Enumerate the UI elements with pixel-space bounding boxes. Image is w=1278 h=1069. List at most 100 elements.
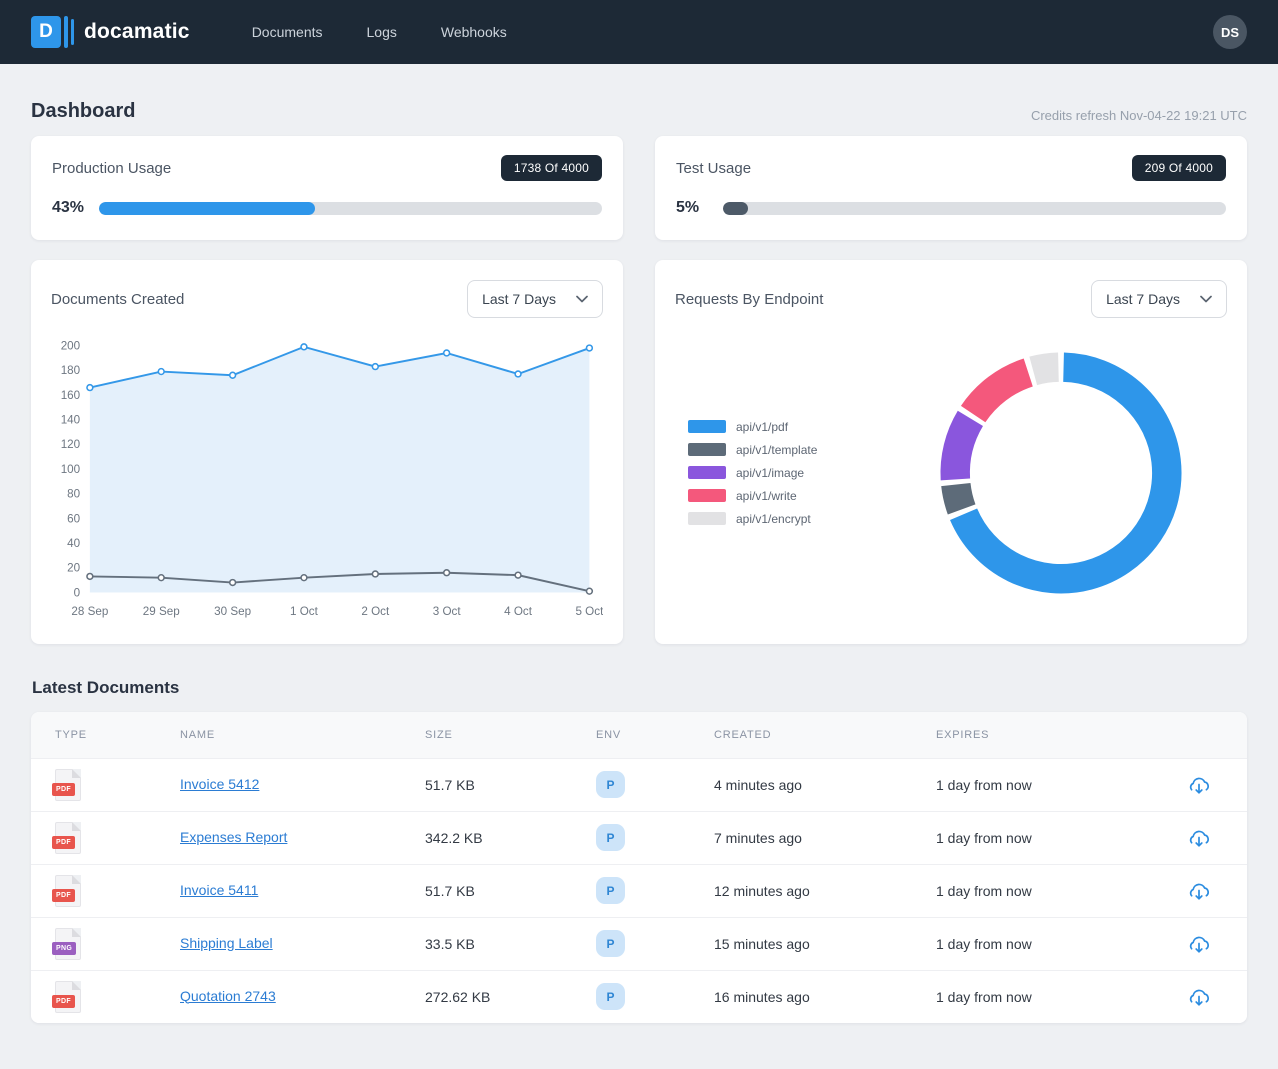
document-created: 4 minutes ago — [714, 776, 802, 793]
test-usage-card: Test Usage 209 Of 4000 5% — [655, 136, 1247, 240]
nav-item-webhooks[interactable]: Webhooks — [440, 24, 507, 40]
nav-item-documents[interactable]: Documents — [251, 24, 323, 40]
test-progress-fill — [723, 201, 749, 215]
svg-text:3 Oct: 3 Oct — [433, 605, 462, 618]
production-usage-badge: 1738 Of 4000 — [500, 155, 602, 181]
donut-chart-svg — [940, 352, 1182, 594]
svg-text:100: 100 — [61, 463, 81, 476]
range-select-value: Last 7 Days — [482, 291, 556, 307]
documents-created-range-select[interactable]: Last 7 Days — [467, 280, 603, 318]
brand[interactable]: D docamatic — [31, 16, 190, 48]
donut-segment-image[interactable] — [940, 410, 984, 481]
download-button[interactable] — [1186, 825, 1212, 851]
svg-text:200: 200 — [61, 339, 81, 352]
documents-created-card: Documents Created Last 7 Days 0 20 40 60 80 1… — [31, 260, 623, 644]
svg-text:4 Oct: 4 Oct — [504, 605, 533, 618]
docamatic-logo-icon: D — [31, 16, 74, 48]
legend-label: api/v1/image — [736, 465, 805, 480]
column-header-type: TYPE — [55, 728, 87, 741]
legend-swatch — [688, 489, 726, 503]
document-link[interactable]: Invoice 5411 — [180, 881, 259, 898]
download-button[interactable] — [1186, 878, 1212, 904]
column-header-created: CREATED — [714, 728, 772, 741]
production-usage-card: Production Usage 1738 Of 4000 43% — [31, 136, 623, 240]
download-button[interactable] — [1186, 984, 1212, 1010]
svg-text:120: 120 — [61, 438, 81, 451]
file-type-icon: PNG — [52, 927, 81, 960]
document-expires: 1 day from now — [936, 935, 1032, 952]
legend-swatch — [688, 466, 726, 480]
latest-documents-title: Latest Documents — [32, 677, 180, 697]
document-expires: 1 day from now — [936, 988, 1032, 1005]
env-badge: P — [596, 983, 625, 1011]
legend-item: api/v1/pdf — [688, 420, 817, 434]
donut-legend: api/v1/pdf api/v1/template api/v1/image api… — [688, 420, 817, 526]
svg-text:40: 40 — [67, 537, 80, 550]
navbar: D docamatic Documents Logs Webhooks DS — [0, 0, 1278, 64]
document-link[interactable]: Expenses Report — [180, 828, 288, 845]
usage-cards-row: Production Usage 1738 Of 4000 43% Test U… — [31, 136, 1247, 240]
document-link[interactable]: Quotation 2743 — [180, 987, 276, 1004]
svg-text:5 Oct: 5 Oct — [575, 605, 603, 618]
svg-text:29 Sep: 29 Sep — [143, 605, 180, 618]
credits-refresh-text: Credits refresh Nov-04-22 19:21 UTC — [1030, 108, 1247, 123]
svg-text:140: 140 — [61, 414, 81, 427]
download-cloud-icon — [1189, 989, 1209, 1006]
document-expires: 1 day from now — [936, 882, 1032, 899]
nav-item-logs[interactable]: Logs — [366, 24, 397, 40]
page-title: Dashboard — [31, 100, 136, 122]
legend-label: api/v1/encrypt — [736, 511, 811, 526]
test-progress-bar — [723, 201, 1226, 215]
download-cloud-icon — [1189, 936, 1209, 953]
document-size: 51.7 KB — [425, 776, 475, 793]
svg-text:20: 20 — [67, 562, 80, 575]
svg-text:1 Oct: 1 Oct — [290, 605, 319, 618]
download-button[interactable] — [1186, 772, 1212, 798]
legend-item: api/v1/template — [688, 443, 817, 457]
main-content: Dashboard Credits refresh Nov-04-22 19:2… — [0, 64, 1278, 1049]
legend-swatch — [688, 443, 726, 457]
document-created: 7 minutes ago — [714, 829, 802, 846]
legend-item: api/v1/image — [688, 466, 817, 480]
donut-segment-template[interactable] — [941, 482, 976, 515]
requests-range-select[interactable]: Last 7 Days — [1091, 280, 1227, 318]
legend-item: api/v1/write — [688, 489, 817, 503]
env-badge: P — [596, 771, 625, 799]
document-size: 33.5 KB — [425, 935, 475, 952]
table-body: PDF Invoice 5412 51.7 KB P 4 minutes ago 1 da… — [31, 757, 1247, 1023]
download-button[interactable] — [1186, 931, 1212, 957]
document-created: 16 minutes ago — [714, 988, 810, 1005]
donut-segment-encrypt[interactable] — [1029, 352, 1060, 385]
document-link[interactable]: Shipping Label — [180, 934, 273, 951]
page-head: Dashboard Credits refresh Nov-04-22 19:2… — [31, 100, 1247, 123]
donut-segment-write[interactable] — [960, 358, 1034, 423]
table-row: PDF Invoice 5411 51.7 KB P 12 minutes ago 1 d… — [31, 863, 1247, 917]
table-row: PNG Shipping Label 33.5 KB P 15 minutes ago 1… — [31, 916, 1247, 970]
documents-created-title: Documents Created — [51, 290, 185, 308]
legend-label: api/v1/pdf — [736, 419, 789, 434]
document-size: 51.7 KB — [425, 882, 475, 899]
chevron-down-icon — [576, 295, 588, 303]
env-badge: P — [596, 877, 625, 905]
legend-label: api/v1/template — [736, 442, 818, 457]
table-header-row: TYPE NAME SIZE ENV CREATED EXPIRES — [31, 711, 1247, 758]
svg-text:2 Oct: 2 Oct — [361, 605, 390, 618]
download-cloud-icon — [1189, 883, 1209, 900]
test-usage-title: Test Usage — [676, 159, 752, 177]
svg-text:60: 60 — [67, 512, 80, 525]
charts-row: Documents Created Last 7 Days 0 20 40 60 80 1… — [31, 260, 1247, 644]
document-link[interactable]: Invoice 5412 — [180, 775, 260, 792]
logo-letter: D — [31, 16, 61, 48]
user-avatar[interactable]: DS — [1213, 15, 1247, 49]
donut-segment-pdf[interactable] — [950, 352, 1182, 594]
column-header-name: NAME — [180, 728, 215, 741]
test-usage-percent: 5% — [676, 199, 700, 216]
file-type-icon: PDF — [52, 874, 81, 907]
production-progress-bar — [99, 201, 602, 215]
svg-text:30 Sep: 30 Sep — [214, 605, 251, 618]
documents-created-chart: 0 20 40 60 80 100 120 140 160 180 200 28 Sep 29 Sep 3… — [51, 332, 603, 624]
brand-name: docamatic — [84, 20, 190, 43]
legend-swatch — [688, 420, 726, 434]
download-cloud-icon — [1189, 777, 1209, 794]
table-row: PDF Expenses Report 342.2 KB P 7 minutes ago… — [31, 810, 1247, 864]
